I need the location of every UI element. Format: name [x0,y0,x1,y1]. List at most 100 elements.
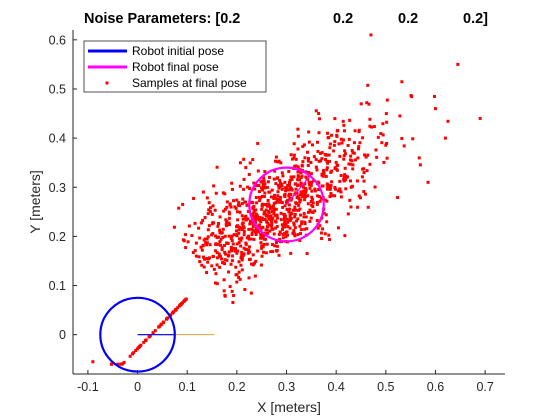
sample-point [269,195,273,199]
sample-point [246,209,250,213]
sample-point [292,156,296,160]
final-pose-heading [286,177,310,205]
sample-point [379,132,383,136]
sample-point [182,239,186,243]
sample-point [284,235,288,239]
sample-point [198,236,202,240]
sample-point [339,137,343,141]
sample-point [396,195,400,199]
sample-point [348,158,352,162]
sample-point [310,197,314,201]
sample-point [302,143,306,147]
sample-point [292,153,296,157]
sample-point [248,161,252,165]
y-tick-label: 0.3 [49,181,66,195]
sample-point [366,205,370,209]
sample-point [221,227,225,231]
sample-point [273,244,277,248]
sample-point [368,124,372,128]
sample-point [261,225,265,229]
sample-point [229,205,233,209]
sample-point [248,219,252,223]
sample-point [354,158,358,162]
sample-point [303,227,307,231]
sample-point [289,187,293,191]
sample-point [293,212,297,216]
sample-point [351,151,355,155]
sample-point [333,140,337,144]
sample-point [349,162,353,166]
sample-point [234,233,238,237]
sample-point [289,251,293,255]
sample-point [215,251,219,255]
sample-point [320,237,324,240]
sample-point [233,205,237,209]
sample-point [266,180,270,184]
sample-point [263,203,267,207]
sample-point [303,182,307,186]
sample-point [312,155,316,159]
sample-point [244,166,248,170]
sample-point [229,237,233,241]
sample-point [244,242,248,246]
sample-point [285,217,289,221]
sample-point [227,221,231,225]
sample-point [205,271,209,275]
sample-point [296,217,300,221]
sample-point [265,185,269,189]
sample-point [357,130,361,134]
sample-point [350,184,354,188]
sample-point [250,262,254,266]
sample-point [199,245,203,249]
sample-point [215,165,219,169]
sample-point [262,237,266,241]
sample-point [228,203,232,207]
sample-point [353,129,357,133]
sample-point [366,83,370,87]
sample-point [257,195,261,199]
sample-point [215,236,219,239]
title-part-1: Noise Parameters: [0.2 [84,11,240,27]
sample-point [320,184,324,188]
sample-point [325,220,329,224]
sample-point [278,199,282,203]
sample-point [243,288,247,292]
sample-point [339,173,343,177]
sample-point [300,174,304,178]
sample-point [268,204,272,208]
sample-point [205,243,209,247]
sample-point [283,186,287,190]
sample-point [309,199,313,203]
sample-point [248,186,252,190]
sample-point [182,299,186,303]
sample-point [293,182,297,186]
sample-point [322,211,326,215]
sample-point [332,149,336,153]
sample-point [344,187,348,191]
sample-point [321,227,325,231]
sample-point [229,245,233,249]
sample-point [259,233,263,237]
sample-point [296,147,300,151]
sample-point [214,272,218,276]
sample-point [309,172,313,176]
sample-point [276,190,280,194]
sample-point [304,195,307,199]
sample-point [271,216,275,220]
y-tick-label: 0 [59,328,66,342]
sample-point [411,137,415,141]
sample-point [231,246,235,250]
sample-point [240,228,244,232]
sample-point [306,202,310,206]
sample-point [358,141,362,145]
sample-point [341,138,345,142]
sample-point [251,214,255,218]
sample-point [398,114,402,118]
sample-point [257,215,261,219]
sample-point [360,175,364,179]
sample-point [116,362,120,366]
sample-point [297,169,301,173]
sample-point [171,310,175,314]
sample-point [343,173,347,177]
legend-marker-samples [105,81,109,85]
